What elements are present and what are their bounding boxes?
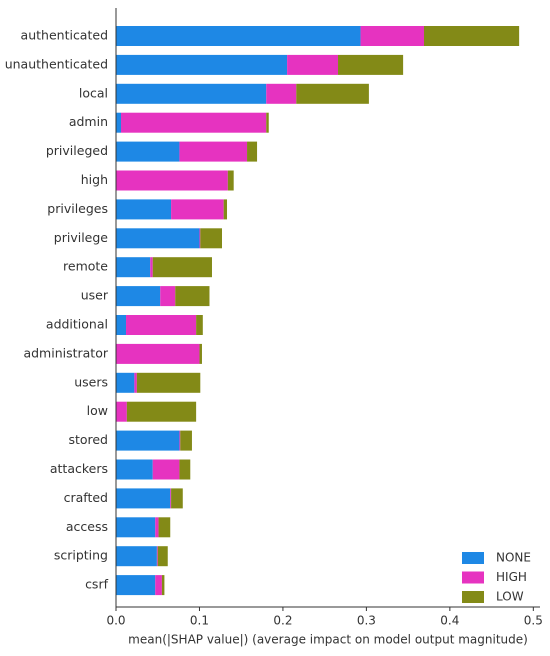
bar-segment [116,575,156,596]
bar-segment [266,83,297,104]
bar-segment [179,459,191,480]
bar-segment [152,257,212,278]
bar-segment [121,112,267,133]
x-tick-label: 0.4 [440,614,459,628]
y-tick-label: additional [46,317,108,332]
x-tick-label: 0.2 [273,614,292,628]
bar-segment [116,546,157,567]
bar-segment [266,112,269,133]
y-tick-label: local [79,85,108,100]
bar-segment [196,315,203,335]
bar-segment [296,83,369,104]
bar-segment [158,517,171,538]
x-axis-label: mean(|SHAP value|) (average impact on mo… [128,633,528,647]
bar-segment [179,430,181,451]
legend-label: HIGH [496,570,527,584]
legend-swatch [462,571,484,584]
bar-segment [180,430,192,451]
bar-segment [116,199,172,220]
bar-segment [287,54,339,75]
y-tick-label: privileged [46,143,108,158]
bar-segment [116,54,288,75]
y-tick-label: high [81,172,108,187]
bar-segment [199,343,202,364]
y-tick-label: access [66,519,108,534]
bar-segment [116,372,135,393]
y-tick-label: admin [69,114,108,129]
bar-segment [150,257,153,278]
bar-segment [136,372,201,393]
legend-swatch [462,552,484,564]
bar-segment [161,575,165,596]
y-tick-label: scripting [54,548,108,563]
bar-segment [152,459,180,480]
bar-segment [200,228,222,249]
bar-segment [116,517,156,538]
y-tick-label: user [81,288,109,303]
legend-label: NONE [496,551,531,565]
bar-segment [338,54,404,75]
y-tick-label: authenticated [21,28,108,43]
bar-segment [116,83,267,104]
y-tick-label: privileges [47,201,108,216]
bar-segment [116,430,180,451]
bar-segment [227,170,234,191]
bar-segment [360,26,424,46]
bar-segment [116,112,122,133]
y-tick-label: remote [63,259,108,274]
bar-segment [179,141,248,162]
bar-segment [155,575,162,596]
y-tick-label: attackers [50,461,108,476]
bar-segment [171,199,224,220]
bar-segment [156,546,158,567]
legend-swatch [462,591,484,603]
x-tick-label: 0.3 [357,614,376,628]
bar-segment [126,401,197,422]
bar-segment [116,459,153,480]
y-tick-label: low [87,403,108,418]
bar-segment [116,257,151,278]
bar-segment [157,546,168,567]
bar-segment [116,488,171,509]
bar-segment [170,488,172,509]
bar-segment [116,315,127,335]
legend-label: LOW [496,590,524,604]
bar-segment [247,141,258,162]
y-tick-label: unauthenticated [5,56,108,71]
bar-segment [116,286,161,307]
x-tick-label: 0.1 [190,614,209,628]
bar-segment [116,170,228,191]
bar-segment [126,315,197,335]
bar-segment [155,517,159,538]
bar-segment [171,488,183,509]
bar-segment [134,372,137,393]
y-tick-label: users [74,374,108,389]
bar-segment [116,343,200,364]
bar-segment [160,286,176,307]
x-tick-label: 0.5 [524,614,543,628]
bar-segment [175,286,210,307]
y-tick-label: stored [68,432,108,447]
y-tick-label: privilege [54,230,109,245]
bar-segment [223,199,228,220]
x-tick-label: 0.0 [106,614,125,628]
bar-segment [116,401,127,422]
bar-segment [116,141,180,162]
y-tick-label: crafted [64,490,108,505]
bar-segment [199,228,201,249]
bar-segment [116,26,361,46]
bar-segment [423,26,520,46]
bar-segment [116,228,200,249]
y-tick-label: csrf [85,577,109,592]
y-tick-label: administrator [23,345,108,360]
